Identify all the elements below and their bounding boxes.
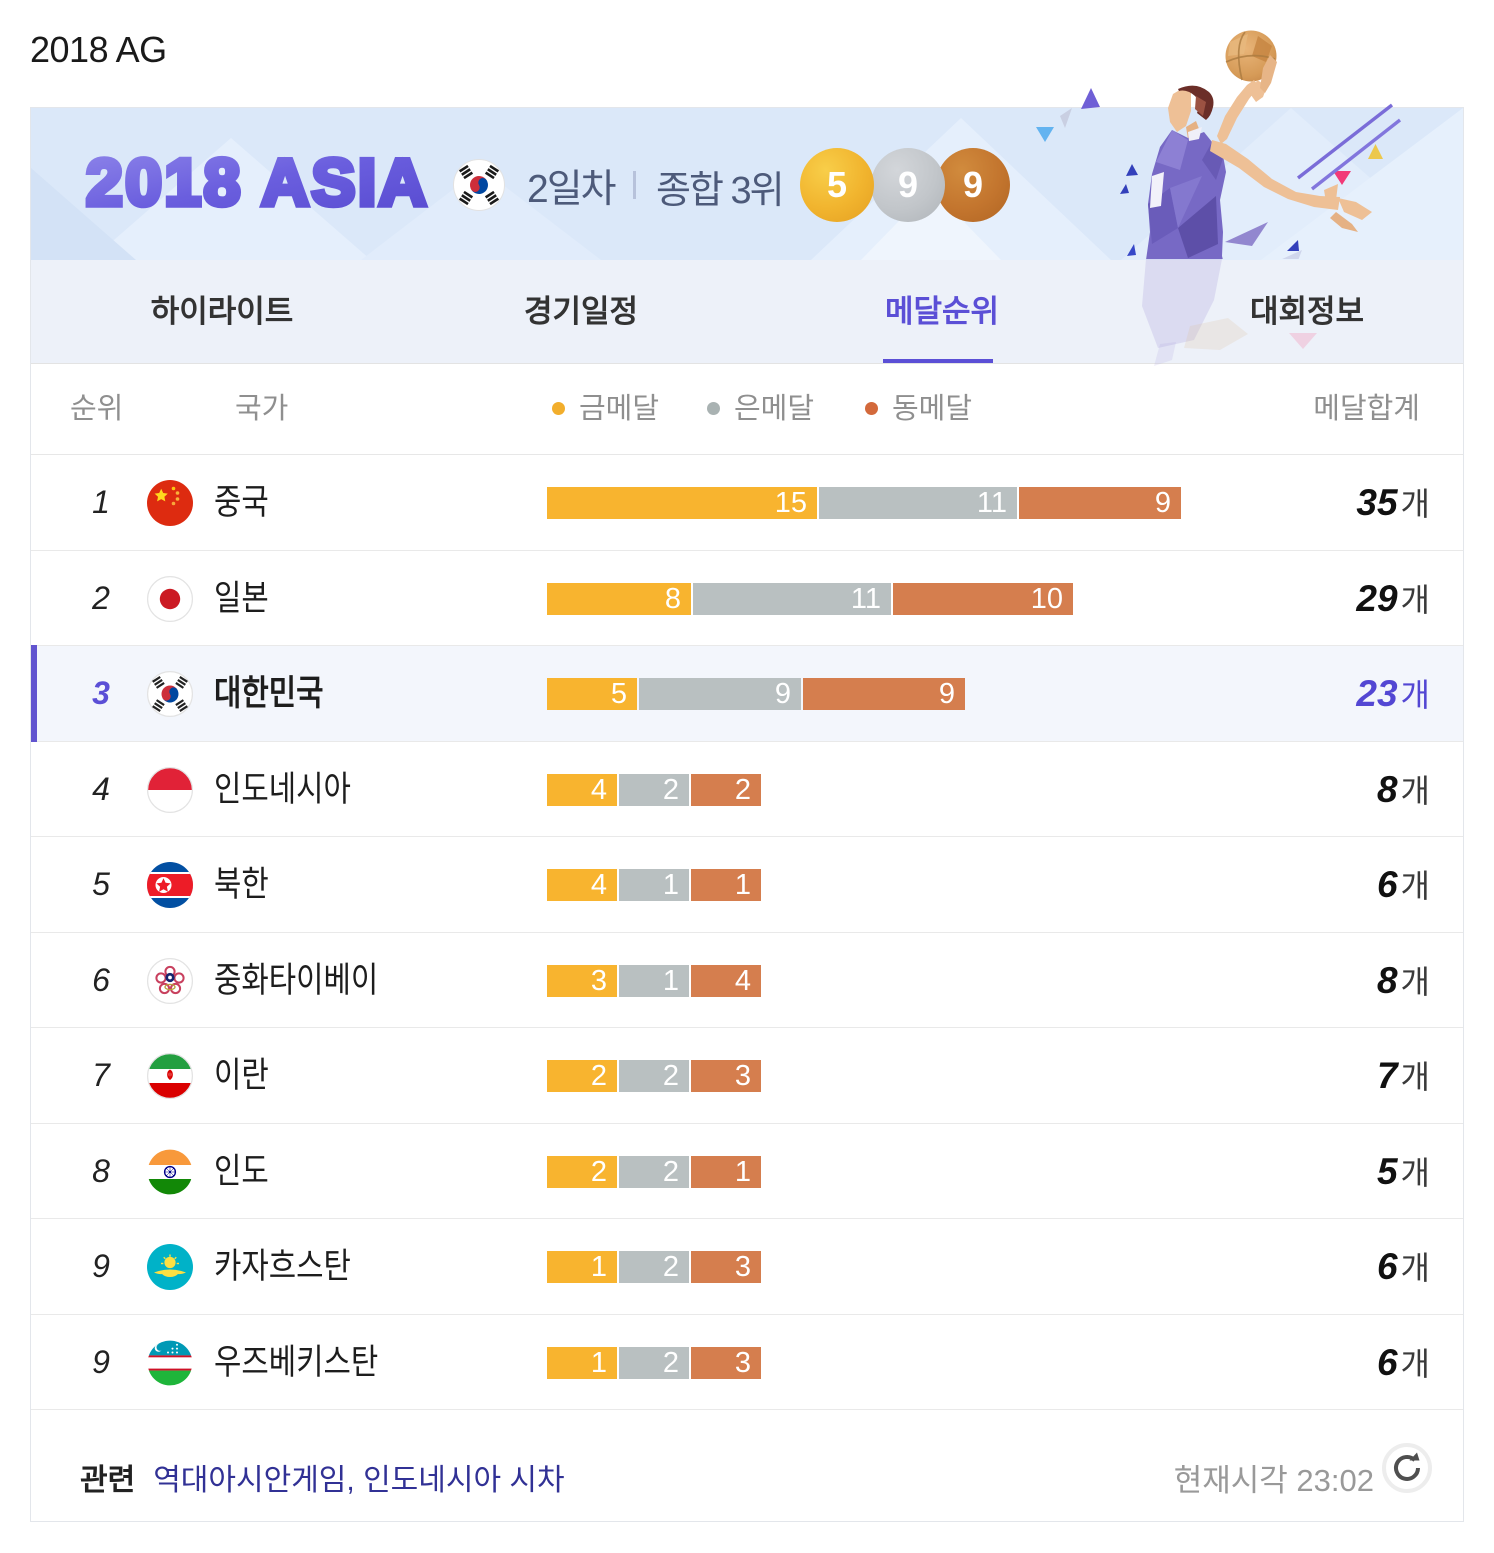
svg-text:2018 ASIA: 2018 ASIA [86, 145, 429, 219]
